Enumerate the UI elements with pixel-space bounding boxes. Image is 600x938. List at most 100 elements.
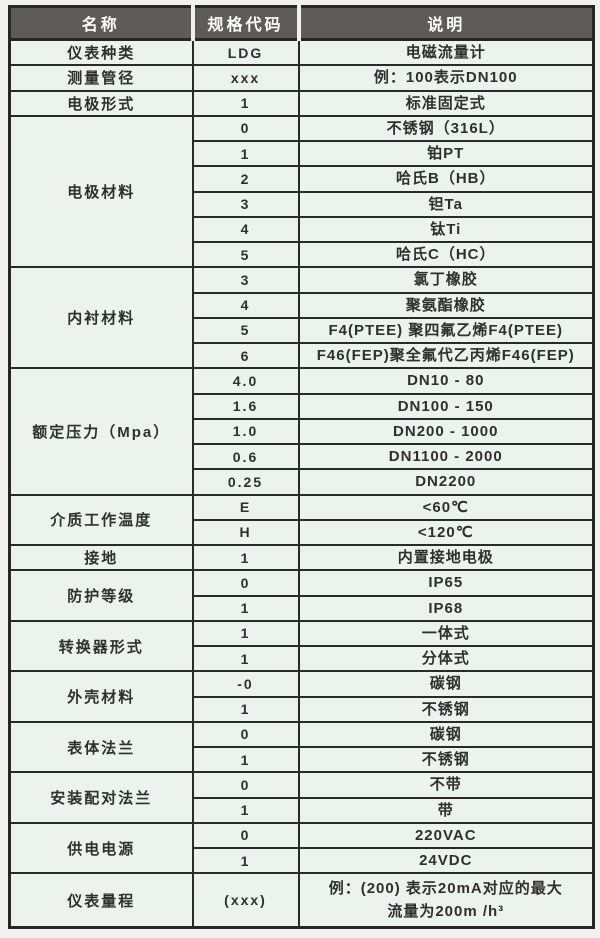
table-row: 1 分体式 — [10, 644, 595, 673]
table-row: 5 哈氏C（HC） — [10, 240, 595, 269]
spec-desc-cell: F4(PTEE) 聚四氟乙烯F4(PTEE) — [297, 316, 595, 345]
spec-name-cell: 安装配对法兰 — [8, 771, 194, 824]
table-row: 4 钛Ti — [10, 215, 595, 244]
spec-desc-cell: 不带 — [297, 771, 595, 799]
table-row: 供电电源 0 220VAC — [8, 821, 595, 875]
spec-desc-cell: 220VAC — [297, 821, 595, 850]
table-row: 接地 1 内置接地电极 — [8, 543, 595, 572]
spec-code-cell: 0 — [191, 771, 300, 799]
spec-code-cell: 0 — [191, 821, 300, 850]
spec-desc-cell: 钛Ti — [297, 215, 595, 244]
spec-desc-cell: 哈氏C（HC） — [297, 240, 595, 269]
spec-code-cell: 2 — [191, 165, 300, 193]
spec-code-cell: 6 — [191, 341, 300, 370]
spec-table-body: 仪表种类 LDG 电磁流量计 测量管径 xxx 例：100表示DN100 电极形式 1 标准固定… — [8, 38, 595, 929]
spec-desc-cell: DN10 - 80 — [297, 367, 595, 395]
table-row: 1 不锈钢 — [10, 695, 595, 723]
spec-code-cell: 0 — [191, 720, 300, 749]
header-code: 规格代码 — [190, 6, 299, 41]
table-row: 3 钽Ta — [10, 190, 595, 218]
spec-name-cell: 接地 — [8, 543, 194, 572]
spec-code-cell: 0.6 — [191, 442, 300, 471]
table-row: 额定压力（Mpa） 4.0 DN10 - 80 — [8, 367, 595, 496]
spec-desc-cell: DN1100 - 2000 — [297, 442, 595, 471]
table-row: 1 不锈钢 — [10, 745, 595, 774]
spec-desc-cell: IP68 — [297, 594, 595, 622]
spec-desc-cell: DN2200 — [297, 468, 595, 496]
spec-code-cell: 1 — [191, 846, 300, 875]
table-row: 防护等级 0 IP65 — [8, 569, 595, 622]
spec-desc-cell: IP65 — [297, 569, 595, 597]
table-row: 电极材料 0 不锈钢（316L） — [8, 114, 595, 269]
spec-name-cell: 外壳材料 — [8, 670, 194, 723]
table-row: 0.6 DN1100 - 2000 — [10, 442, 595, 471]
table-row: 4 聚氨酯橡胶 — [10, 291, 595, 319]
spec-name-cell: 仪表量程 — [8, 872, 194, 929]
spec-desc-cell: 例：100表示DN100 — [297, 64, 595, 92]
spec-code-cell: 1.6 — [191, 392, 300, 420]
spec-name-cell: 电极形式 — [8, 89, 194, 117]
table-row: 介质工作温度 E <60℃ — [8, 493, 595, 546]
spec-code-cell: 5 — [191, 240, 300, 269]
spec-code-cell: -0 — [191, 670, 300, 698]
table-row: 仪表量程 (xxx) 例：(200) 表示20mA对应的最大 流量为200m /h³ — [8, 872, 595, 929]
spec-code-cell: 4 — [191, 291, 300, 319]
spec-table-header: 名称 规格代码 说明 — [9, 6, 594, 41]
table-row: 测量管径 xxx 例：100表示DN100 — [8, 64, 595, 92]
header-description: 说明 — [296, 6, 594, 41]
table-row: 1.0 DN200 - 1000 — [10, 417, 595, 446]
spec-desc-cell: 碳钢 — [297, 670, 595, 698]
spec-code-cell: 1 — [191, 619, 300, 648]
spec-desc-cell: 碳钢 — [297, 720, 595, 749]
spec-code-cell: 5 — [191, 316, 300, 345]
spec-desc-cell: F46(FEP)聚全氟代乙丙烯F46(FEP) — [297, 341, 595, 370]
header-name: 名称 — [9, 6, 193, 41]
spec-code-cell: 1 — [191, 89, 300, 117]
spec-table: 名称 规格代码 说明 仪表种类 LDG 电磁流量计 测量管径 xxx 例：100表示DN1… — [8, 5, 595, 930]
spec-desc-cell: 分体式 — [297, 644, 595, 673]
header-row: 名称 规格代码 说明 — [9, 6, 594, 41]
table-row: 1 铂PT — [10, 139, 595, 168]
spec-desc-cell: 铂PT — [297, 139, 595, 168]
spec-name-cell: 内衬材料 — [8, 266, 194, 370]
spec-name-cell: 介质工作温度 — [8, 493, 194, 546]
spec-desc-cell: 聚氨酯橡胶 — [297, 291, 595, 319]
spec-desc-cell: 不锈钢 — [297, 745, 595, 774]
spec-code-cell: LDG — [191, 38, 300, 67]
table-row: 6 F46(FEP)聚全氟代乙丙烯F46(FEP) — [10, 341, 595, 370]
table-row: 1.6 DN100 - 150 — [10, 392, 595, 420]
spec-code-cell: 0 — [191, 114, 300, 143]
spec-code-cell: 1 — [191, 796, 300, 824]
table-row: 外壳材料 -0 碳钢 — [8, 670, 595, 723]
spec-desc-cell: DN100 - 150 — [297, 392, 595, 420]
spec-desc-cell: 不锈钢 — [297, 695, 595, 723]
table-row: H <120℃ — [10, 518, 595, 547]
spec-code-cell: 3 — [191, 266, 300, 294]
table-row: 内衬材料 3 氯丁橡胶 — [8, 266, 595, 370]
spec-desc-cell: 内置接地电极 — [297, 543, 595, 572]
spec-desc-cell: DN200 - 1000 — [297, 417, 595, 446]
spec-desc-cell: 例：(200) 表示20mA对应的最大 流量为200m /h³ — [297, 872, 595, 929]
spec-name-cell: 防护等级 — [8, 569, 194, 622]
spec-code-cell: 1 — [191, 594, 300, 622]
spec-name-cell: 转换器形式 — [8, 619, 194, 673]
spec-code-cell: xxx — [191, 64, 300, 92]
spec-name-cell: 仪表种类 — [8, 38, 194, 67]
spec-code-cell: 0.25 — [191, 468, 300, 496]
table-row: 0.25 DN2200 — [10, 468, 595, 496]
spec-desc-cell: 一体式 — [297, 619, 595, 648]
spec-code-cell: (xxx) — [191, 872, 300, 929]
spec-desc-cell: 电磁流量计 — [297, 38, 595, 67]
table-row: 仪表种类 LDG 电磁流量计 — [8, 38, 595, 67]
spec-desc-cell: 钽Ta — [297, 190, 595, 218]
spec-code-cell: 0 — [191, 569, 300, 597]
table-row: 1 24VDC — [10, 846, 595, 875]
spec-code-cell: E — [191, 493, 300, 521]
spec-desc-cell: 不锈钢（316L） — [297, 114, 595, 143]
spec-code-cell: 1 — [191, 745, 300, 774]
spec-code-cell: 4.0 — [191, 367, 300, 395]
table-row: 2 哈氏B（HB） — [10, 165, 595, 193]
spec-desc-cell: 带 — [297, 796, 595, 824]
